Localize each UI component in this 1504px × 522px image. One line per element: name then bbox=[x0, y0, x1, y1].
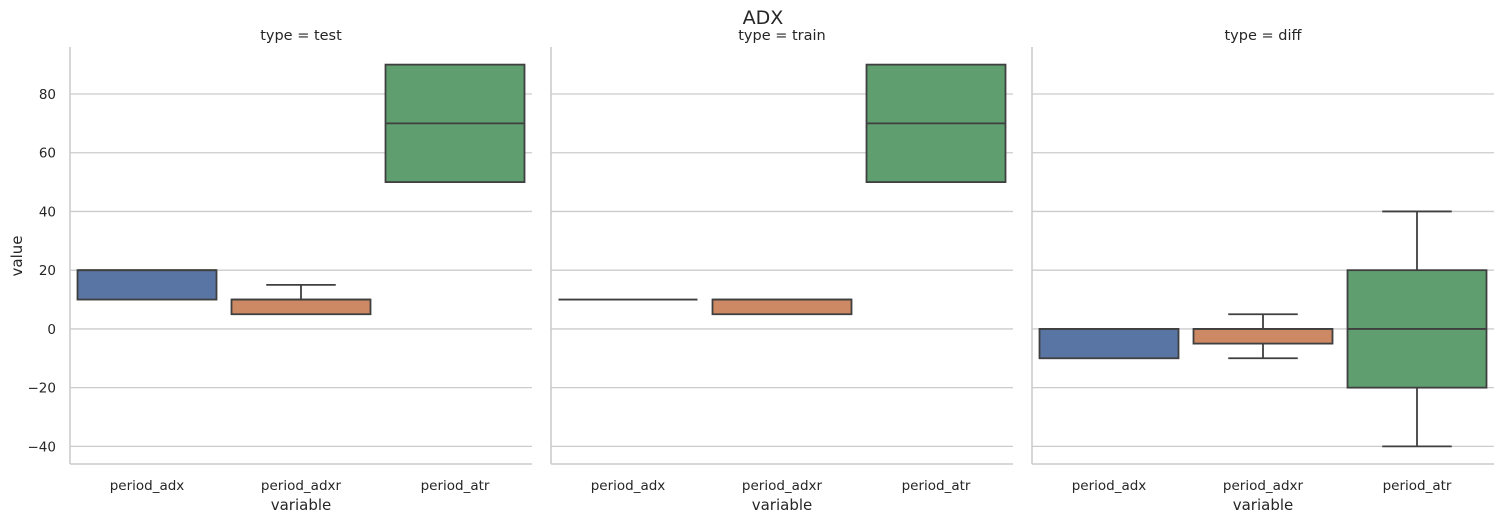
panel-title: type = test bbox=[260, 28, 342, 44]
y-tick-label: 0 bbox=[47, 322, 56, 338]
x-axis-label: variable bbox=[752, 496, 813, 514]
box-iqr bbox=[76, 269, 218, 301]
chart-title: ADX bbox=[743, 7, 784, 29]
x-tick-label: period_adx bbox=[591, 478, 666, 494]
box-period_adx bbox=[1038, 328, 1180, 360]
x-tick-label: period_atr bbox=[902, 478, 971, 494]
x-tick-label: period_adxr bbox=[1223, 478, 1304, 494]
x-tick-label: period_atr bbox=[421, 478, 490, 494]
box-period_atr bbox=[384, 63, 526, 183]
facet-panel-1: −40 −20 0 20 40 60 80 type = test period_adx peri… bbox=[28, 28, 532, 514]
facet-panels: −40 −20 0 20 40 60 80 type = test period_adx peri… bbox=[28, 28, 1494, 514]
facet-panel-2: type = train period_adx period_adxr period_… bbox=[550, 28, 1013, 514]
box-period_adx bbox=[76, 269, 218, 301]
y-tick-label: 80 bbox=[39, 87, 56, 103]
box-period_adxr bbox=[230, 283, 372, 316]
y-tick-label: −40 bbox=[28, 439, 57, 455]
y-tick-label: 40 bbox=[39, 204, 56, 220]
y-axis-label: value bbox=[8, 236, 26, 277]
facet-panel-3: type = diff period_adx period_adxr period_a… bbox=[1031, 28, 1494, 514]
box-iqr bbox=[1038, 328, 1180, 360]
x-tick-label: period_adx bbox=[110, 478, 185, 494]
x-axis-label: variable bbox=[271, 496, 332, 514]
box-iqr bbox=[1192, 328, 1334, 345]
y-tick-label: 20 bbox=[39, 263, 56, 279]
panel-title: type = diff bbox=[1225, 28, 1303, 44]
x-tick-label: period_adx bbox=[1072, 478, 1147, 494]
y-tick-label: 60 bbox=[39, 146, 56, 162]
x-tick-label: period_adxr bbox=[742, 478, 823, 494]
box-period_adxr bbox=[1192, 313, 1334, 360]
panel-title: type = train bbox=[738, 28, 826, 44]
box-iqr bbox=[230, 298, 372, 316]
box-period_atr bbox=[865, 63, 1007, 183]
box-period_atr bbox=[1346, 210, 1488, 448]
box-period_adxr bbox=[711, 298, 853, 316]
box-iqr bbox=[711, 298, 853, 316]
x-tick-label: period_atr bbox=[1383, 478, 1452, 494]
x-tick-label: period_adxr bbox=[261, 478, 342, 494]
x-axis-label: variable bbox=[1233, 496, 1294, 514]
y-tick-label: −20 bbox=[28, 381, 57, 397]
